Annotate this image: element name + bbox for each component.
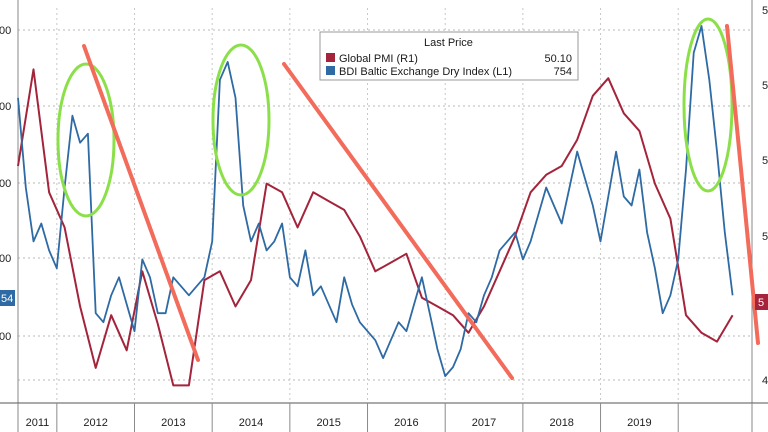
legend-swatch-pmi [326, 53, 335, 62]
x-tick-label-2011: 2011 [26, 417, 50, 429]
left-tick-label-2: 00 [0, 178, 11, 190]
x-tick-label-2019: 2019 [627, 417, 651, 429]
x-tick-label-2017: 2017 [472, 417, 496, 429]
x-tick-label-2018: 2018 [549, 417, 573, 429]
legend-swatch-bdi [326, 66, 335, 75]
series-line-global-pmi [17, 68, 734, 387]
right-tick-label-3: 5 [762, 231, 768, 243]
legend-box [319, 31, 579, 81]
legend-label-pmi: Global PMI (R1) [339, 53, 418, 65]
legend-value-pmi: 50.10 [544, 53, 572, 65]
x-tick-label-2016: 2016 [394, 417, 418, 429]
axis-tags: 54 5 [0, 290, 768, 310]
left-tick-label-1: 00 [0, 101, 11, 113]
legend-label-bdi: BDI Baltic Exchange Dry Index (L1) [339, 66, 512, 78]
legend-title: Last Price [424, 37, 473, 49]
annotation-layer [56, 17, 760, 380]
right-current-tag-box [755, 294, 768, 310]
legend: Last Price Global PMI (R1) 50.10 BDI Bal… [319, 31, 579, 81]
left-tick-label-4: 00 [0, 331, 11, 343]
peak-highlight-circle-1 [56, 62, 116, 218]
left-current-tag-value: 54 [1, 293, 13, 305]
x-tick-label-2013: 2013 [161, 417, 185, 429]
right-tick-label-4: 4 [762, 375, 768, 387]
series-layer [17, 25, 734, 387]
right-current-tag-value: 5 [758, 297, 764, 309]
peak-highlight-circle-3 [682, 17, 734, 193]
legend-value-bdi: 754 [554, 66, 572, 78]
series-line-bdi [17, 25, 734, 378]
peak-highlight-circle-2 [211, 43, 271, 197]
left-current-tag-box [0, 290, 15, 306]
left-tick-label-3: 00 [0, 253, 11, 265]
x-tick-label-2015: 2015 [316, 417, 340, 429]
x-tick-label-2012: 2012 [83, 417, 107, 429]
right-tick-label-1: 5 [762, 80, 768, 92]
right-tick-label-2: 5 [762, 155, 768, 167]
right-tick-label-0: 5 [762, 5, 768, 17]
x-tick-label-2014: 2014 [239, 417, 263, 429]
downtrend-line-3 [725, 24, 760, 345]
downtrend-line-2 [282, 62, 514, 380]
downtrend-line-1 [82, 44, 200, 362]
left-tick-label-0: 00 [0, 25, 11, 37]
